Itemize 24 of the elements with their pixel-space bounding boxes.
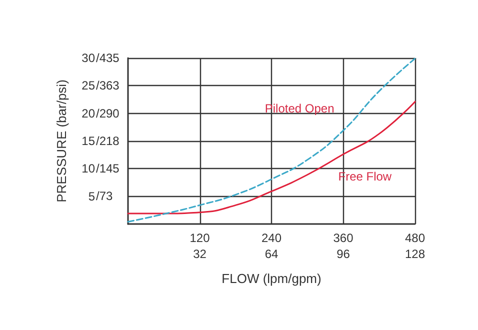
y-tick-label: 30 bbox=[82, 51, 96, 65]
x2-tick-label: 32 bbox=[193, 247, 207, 261]
y-tick-label: 10 bbox=[82, 162, 96, 176]
y2-tick-label: /290 bbox=[96, 106, 120, 120]
y-tick-label: 5 bbox=[88, 189, 96, 204]
x2-tick-label: 64 bbox=[264, 247, 278, 261]
y-tick-label: 20 bbox=[82, 106, 96, 120]
y2-tick-label: /363 bbox=[96, 78, 120, 92]
y2-tick-label: /435 bbox=[96, 51, 120, 65]
x2-tick-label: 96 bbox=[336, 247, 350, 261]
x-axis-title: FLOW (lpm/gpm) bbox=[222, 271, 322, 286]
y-tick-label: 25 bbox=[82, 78, 96, 93]
y2-tick-label: /218 bbox=[96, 134, 120, 148]
y2-tick-label: /145 bbox=[96, 162, 120, 176]
line-series bbox=[127, 58, 416, 223]
x-tick-label: 240 bbox=[261, 231, 282, 245]
x-tick-label: 360 bbox=[333, 231, 354, 245]
x-tick-label: 120 bbox=[190, 231, 210, 245]
line-series bbox=[127, 100, 416, 214]
x-tick-label: 480 bbox=[404, 231, 426, 245]
y-tick-label: 15 bbox=[82, 134, 96, 148]
x2-tick-label: 128 bbox=[404, 247, 426, 261]
y2-tick-label: /73 bbox=[96, 189, 114, 204]
y-axis-title: PRESSURE (bar/psi) bbox=[54, 80, 69, 202]
